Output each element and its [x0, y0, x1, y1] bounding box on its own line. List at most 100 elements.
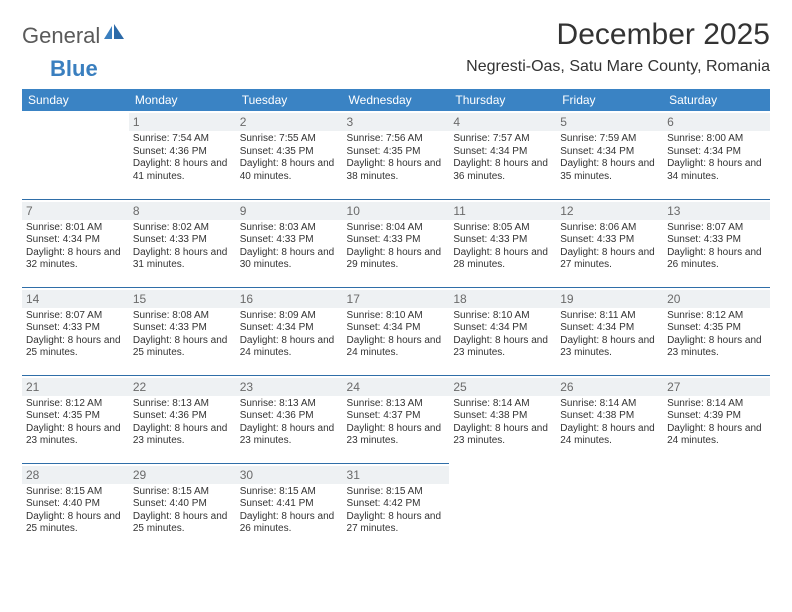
calendar-day-cell: 4 Sunrise: 7:57 AMSunset: 4:34 PMDaylight…: [449, 111, 556, 199]
day-details: Sunrise: 8:09 AMSunset: 4:34 PMDaylight:…: [240, 310, 339, 360]
day-details: Sunrise: 8:08 AMSunset: 4:33 PMDaylight:…: [133, 310, 232, 360]
calendar-day-cell: [22, 111, 129, 199]
day-number: 8: [129, 202, 236, 220]
day-details: Sunrise: 8:13 AMSunset: 4:36 PMDaylight:…: [133, 398, 232, 448]
calendar-day-cell: 28 Sunrise: 8:15 AMSunset: 4:40 PMDayligh…: [22, 463, 129, 551]
day-number: 29: [129, 466, 236, 484]
day-header: Thursday: [449, 89, 556, 111]
day-number: 24: [343, 378, 450, 396]
month-title: December 2025: [466, 18, 770, 52]
day-number: 12: [556, 202, 663, 220]
day-number: 7: [22, 202, 129, 220]
calendar-day-cell: 11 Sunrise: 8:05 AMSunset: 4:33 PMDayligh…: [449, 199, 556, 287]
calendar-day-cell: [556, 463, 663, 551]
day-details: Sunrise: 8:07 AMSunset: 4:33 PMDaylight:…: [26, 310, 125, 360]
calendar-day-cell: 22 Sunrise: 8:13 AMSunset: 4:36 PMDayligh…: [129, 375, 236, 463]
calendar-day-cell: 21 Sunrise: 8:12 AMSunset: 4:35 PMDayligh…: [22, 375, 129, 463]
day-number: 1: [129, 113, 236, 131]
calendar-day-cell: 10 Sunrise: 8:04 AMSunset: 4:33 PMDayligh…: [343, 199, 450, 287]
calendar-day-cell: 2Sunrise: 7:55 AMSunset: 4:35 PMDaylight…: [236, 111, 343, 199]
day-details: Sunrise: 7:59 AMSunset: 4:34 PMDaylight:…: [560, 133, 659, 183]
day-header: Tuesday: [236, 89, 343, 111]
calendar-week-row: 7 Sunrise: 8:01 AMSunset: 4:34 PMDaylight…: [22, 199, 770, 287]
day-details: Sunrise: 7:56 AMSunset: 4:35 PMDaylight:…: [347, 133, 446, 183]
day-number: 19: [556, 290, 663, 308]
day-number: 26: [556, 378, 663, 396]
day-number: 20: [663, 290, 770, 308]
calendar-week-row: 14 Sunrise: 8:07 AMSunset: 4:33 PMDayligh…: [22, 287, 770, 375]
day-number: 16: [236, 290, 343, 308]
calendar-day-cell: 16 Sunrise: 8:09 AMSunset: 4:34 PMDayligh…: [236, 287, 343, 375]
calendar-week-row: 28Sunrise: 8:15 AMSunset: 4:40 PMDayligh…: [22, 463, 770, 551]
day-number: 28: [22, 466, 129, 484]
day-number: 22: [129, 378, 236, 396]
calendar-day-cell: 26Sunrise: 8:14 AMSunset: 4:38 PMDayligh…: [556, 375, 663, 463]
day-details: Sunrise: 7:57 AMSunset: 4:34 PMDaylight:…: [453, 133, 552, 183]
calendar-day-cell: 31 Sunrise: 8:15 AMSunset: 4:42 PMDayligh…: [343, 463, 450, 551]
calendar-week-row: 1 Sunrise: 7:54 AMSunset: 4:36 PMDaylight…: [22, 111, 770, 199]
calendar-day-cell: 29 Sunrise: 8:15 AMSunset: 4:40 PMDayligh…: [129, 463, 236, 551]
day-details: Sunrise: 8:01 AMSunset: 4:34 PMDaylight:…: [26, 222, 125, 272]
day-details: Sunrise: 7:54 AMSunset: 4:36 PMDaylight:…: [133, 133, 232, 183]
logo-text-general: General: [22, 25, 100, 47]
calendar-day-cell: 23 Sunrise: 8:13 AMSunset: 4:36 PMDayligh…: [236, 375, 343, 463]
day-details: Sunrise: 8:12 AMSunset: 4:35 PMDaylight:…: [26, 398, 125, 448]
day-details: Sunrise: 8:10 AMSunset: 4:34 PMDaylight:…: [347, 310, 446, 360]
calendar-day-cell: 13Sunrise: 8:07 AMSunset: 4:33 PMDayligh…: [663, 199, 770, 287]
day-number: 10: [343, 202, 450, 220]
logo: General: [22, 18, 127, 47]
day-number: 27: [663, 378, 770, 396]
day-details: Sunrise: 8:12 AMSunset: 4:35 PMDaylight:…: [667, 310, 766, 360]
day-details: Sunrise: 8:15 AMSunset: 4:41 PMDaylight:…: [240, 486, 339, 536]
day-number: 6: [663, 113, 770, 131]
day-number: 25: [449, 378, 556, 396]
day-details: Sunrise: 8:15 AMSunset: 4:40 PMDaylight:…: [26, 486, 125, 536]
calendar-day-cell: 17 Sunrise: 8:10 AMSunset: 4:34 PMDayligh…: [343, 287, 450, 375]
day-number: 18: [449, 290, 556, 308]
day-details: Sunrise: 8:00 AMSunset: 4:34 PMDaylight:…: [667, 133, 766, 183]
logo-text-blue: Blue: [22, 56, 98, 81]
day-header: Saturday: [663, 89, 770, 111]
day-details: Sunrise: 7:55 AMSunset: 4:35 PMDaylight:…: [240, 133, 339, 183]
day-details: Sunrise: 8:04 AMSunset: 4:33 PMDaylight:…: [347, 222, 446, 272]
day-number: 23: [236, 378, 343, 396]
day-details: Sunrise: 8:15 AMSunset: 4:42 PMDaylight:…: [347, 486, 446, 536]
calendar-day-cell: [449, 463, 556, 551]
calendar-day-cell: 14 Sunrise: 8:07 AMSunset: 4:33 PMDayligh…: [22, 287, 129, 375]
day-details: Sunrise: 8:13 AMSunset: 4:36 PMDaylight:…: [240, 398, 339, 448]
calendar-day-cell: 1 Sunrise: 7:54 AMSunset: 4:36 PMDaylight…: [129, 111, 236, 199]
day-header: Sunday: [22, 89, 129, 111]
calendar-day-cell: 12 Sunrise: 8:06 AMSunset: 4:33 PMDayligh…: [556, 199, 663, 287]
day-details: Sunrise: 8:03 AMSunset: 4:33 PMDaylight:…: [240, 222, 339, 272]
calendar-week-row: 21 Sunrise: 8:12 AMSunset: 4:35 PMDayligh…: [22, 375, 770, 463]
day-details: Sunrise: 8:06 AMSunset: 4:33 PMDaylight:…: [560, 222, 659, 272]
day-number: 21: [22, 378, 129, 396]
day-number: 14: [22, 290, 129, 308]
day-details: Sunrise: 8:05 AMSunset: 4:33 PMDaylight:…: [453, 222, 552, 272]
calendar-day-cell: 8 Sunrise: 8:02 AMSunset: 4:33 PMDaylight…: [129, 199, 236, 287]
day-details: Sunrise: 8:15 AMSunset: 4:40 PMDaylight:…: [133, 486, 232, 536]
day-details: Sunrise: 8:14 AMSunset: 4:38 PMDaylight:…: [453, 398, 552, 448]
calendar-day-cell: 30Sunrise: 8:15 AMSunset: 4:41 PMDayligh…: [236, 463, 343, 551]
day-number: 4: [449, 113, 556, 131]
day-number: 17: [343, 290, 450, 308]
calendar-day-cell: [663, 463, 770, 551]
day-number: 3: [343, 113, 450, 131]
calendar-body: 1 Sunrise: 7:54 AMSunset: 4:36 PMDaylight…: [22, 111, 770, 551]
day-header: Monday: [129, 89, 236, 111]
day-number: 15: [129, 290, 236, 308]
day-details: Sunrise: 8:13 AMSunset: 4:37 PMDaylight:…: [347, 398, 446, 448]
day-number: 13: [663, 202, 770, 220]
day-details: Sunrise: 8:11 AMSunset: 4:34 PMDaylight:…: [560, 310, 659, 360]
calendar-day-cell: 25 Sunrise: 8:14 AMSunset: 4:38 PMDayligh…: [449, 375, 556, 463]
day-number: 5: [556, 113, 663, 131]
day-details: Sunrise: 8:14 AMSunset: 4:39 PMDaylight:…: [667, 398, 766, 448]
calendar-day-cell: 3 Sunrise: 7:56 AMSunset: 4:35 PMDaylight…: [343, 111, 450, 199]
day-number: 11: [449, 202, 556, 220]
calendar-day-cell: 5 Sunrise: 7:59 AMSunset: 4:34 PMDaylight…: [556, 111, 663, 199]
day-details: Sunrise: 8:02 AMSunset: 4:33 PMDaylight:…: [133, 222, 232, 272]
calendar-day-cell: 27 Sunrise: 8:14 AMSunset: 4:39 PMDayligh…: [663, 375, 770, 463]
day-number: 31: [343, 466, 450, 484]
day-header: Friday: [556, 89, 663, 111]
calendar-day-cell: 18Sunrise: 8:10 AMSunset: 4:34 PMDayligh…: [449, 287, 556, 375]
